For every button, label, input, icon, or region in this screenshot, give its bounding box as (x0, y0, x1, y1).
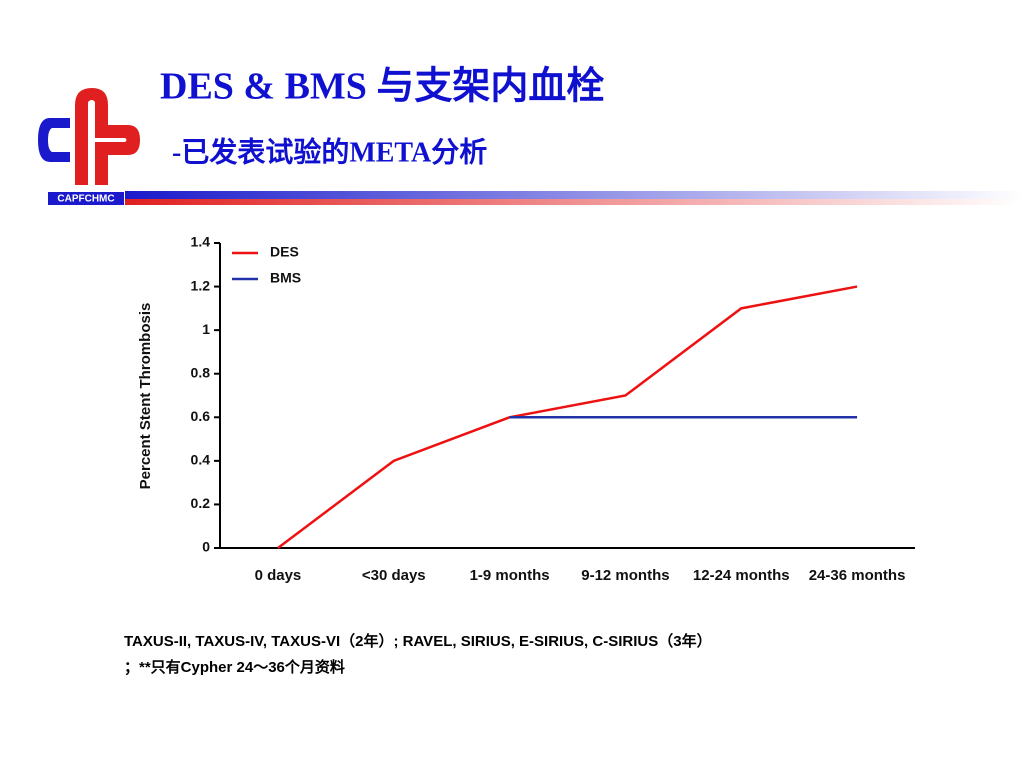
logo-text: CAPFCHMC (57, 194, 114, 205)
legend-label: DES (270, 244, 299, 260)
x-tick-label: 0 days (255, 567, 302, 584)
y-tick-label: 0 (202, 539, 210, 555)
x-tick-label: 9-12 months (581, 567, 669, 584)
logo-red (75, 88, 140, 185)
logo-blue (38, 118, 70, 162)
footnote: TAXUS-II, TAXUS-IV, TAXUS-VI（2年）; RAVEL,… (124, 632, 712, 650)
title: DES & BMS 与支架内血栓 (160, 66, 604, 108)
y-tick-label: 1.2 (191, 277, 211, 293)
y-axis-label: Percent Stent Thrombosis (137, 303, 154, 490)
logo-badge (48, 192, 124, 205)
y-tick-label: 0.2 (191, 495, 211, 511)
header-bar (125, 191, 1024, 199)
x-tick-label: <30 days (362, 567, 426, 584)
subtitle: -已发表试验的META分析 (172, 135, 487, 168)
y-tick-label: 0.8 (191, 364, 211, 380)
x-tick-label: 24-36 months (809, 567, 906, 584)
y-tick-label: 0.4 (191, 452, 211, 468)
logo: CAPFCHMC (38, 88, 140, 205)
x-tick-label: 1-9 months (470, 567, 550, 584)
series-line (277, 285, 858, 549)
legend-label: BMS (270, 270, 301, 286)
y-tick-label: 1 (202, 321, 210, 337)
y-tick-label: 0.6 (191, 408, 211, 424)
footnote: ；**只有Cypher 24～36个月资料 (124, 658, 345, 676)
x-tick-label: 12-24 months (693, 567, 790, 584)
y-tick-label: 1.4 (191, 234, 211, 250)
header-bar (125, 199, 1024, 205)
